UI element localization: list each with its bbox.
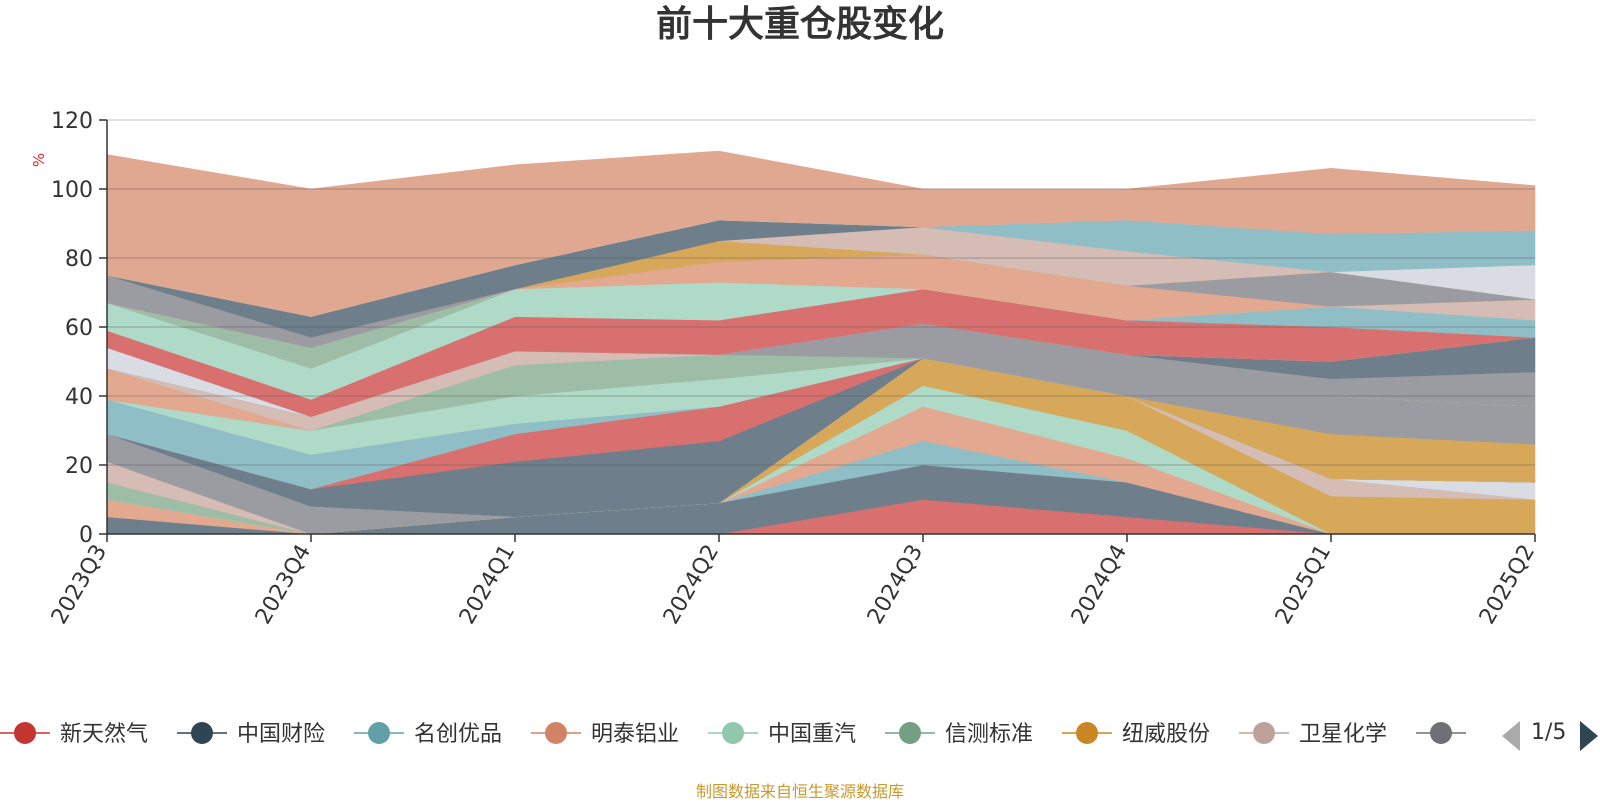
y-tick-label: 120 [51,109,93,134]
y-axis-unit-label: % [30,153,48,167]
x-tick-label: 2025Q2 [1475,541,1540,629]
legend-label: 信测标准 [945,722,1033,747]
legend: 新天然气 中国财险 名创优品 明泰铝业 中国重汽 信测标准 纽威股份 卫星化学 [0,722,1466,747]
legend-label: 中国重汽 [768,722,856,747]
legend-dot-icon [1430,722,1452,744]
legend-label: 卫星化学 [1299,722,1387,747]
legend-next-page-icon[interactable] [1580,721,1598,751]
y-tick-label: 60 [65,316,93,341]
legend-dot-icon [722,722,744,744]
x-tick-label: 2025Q1 [1271,541,1336,629]
legend-prev-page-icon[interactable] [1502,721,1520,751]
legend-label: 中国财险 [237,722,325,747]
legend-label: 新天然气 [60,722,148,747]
legend-dot-icon [899,722,921,744]
legend-label: 纽威股份 [1122,722,1210,747]
legend-dot-icon [1076,722,1098,744]
legend-item-5[interactable]: 中国重汽 [708,722,856,747]
y-tick-label: 40 [65,385,93,410]
legend-item-1[interactable]: 新天然气 [0,722,148,747]
x-tick-label: 2023Q3 [47,541,112,629]
y-tick-label: 100 [51,178,93,203]
legend-item-6[interactable]: 信测标准 [885,722,1033,747]
legend-item-2[interactable]: 中国财险 [177,722,325,747]
data-source-note: 制图数据来自恒生聚源数据库 [695,782,904,801]
legend-item-7[interactable]: 纽威股份 [1062,722,1210,747]
legend-label: 名创优品 [414,722,502,747]
x-tick-label: 2024Q4 [1067,541,1132,629]
legend-item-4[interactable]: 明泰铝业 [531,722,679,747]
area-series-layer-36 [106,150,1536,317]
legend-item-8[interactable]: 卫星化学 [1239,722,1387,747]
grid-lines [107,119,1535,466]
legend-label: 明泰铝业 [591,722,679,747]
chart-title: 前十大重仓股变化 [655,4,944,45]
y-tick-label: 0 [79,523,93,548]
legend-dot-icon [545,722,567,744]
x-tick-label: 2024Q2 [659,541,724,629]
legend-item-3[interactable]: 名创优品 [354,722,502,747]
y-tick-label: 80 [65,247,93,272]
legend-item-9[interactable] [1416,722,1466,744]
legend-page-indicator: 1/5 [1531,720,1567,745]
x-tick-label: 2024Q1 [455,541,520,629]
legend-dot-icon [191,722,213,744]
x-tick-label: 2023Q4 [251,541,316,629]
y-tick-label: 20 [65,454,93,479]
legend-dot-icon [368,722,390,744]
legend-dot-icon [14,722,36,744]
x-tick-label: 2024Q3 [863,541,928,629]
area-series [106,150,1536,535]
legend-dot-icon [1253,722,1275,744]
